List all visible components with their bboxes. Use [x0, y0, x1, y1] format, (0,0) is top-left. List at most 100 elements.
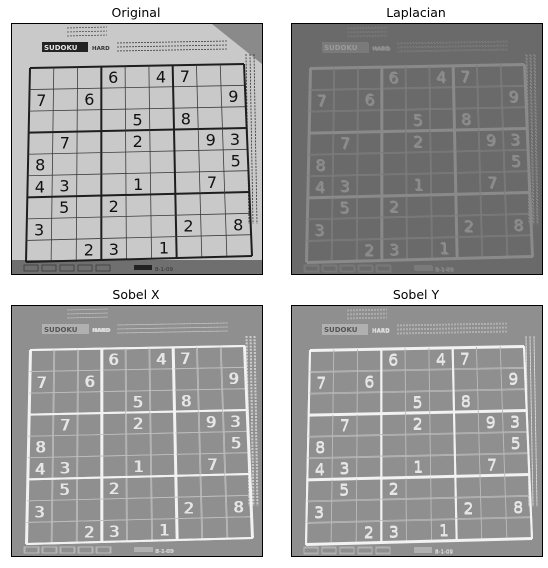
sudoku-digit: 3	[34, 502, 44, 521]
sudoku-digit: 3	[109, 522, 119, 541]
sudoku-digit: 2	[133, 132, 143, 151]
panel-title-sobel-y: Sobel Y	[392, 287, 440, 302]
sudoku-digit: 2	[109, 479, 119, 498]
side-text	[249, 335, 254, 507]
side-text	[529, 335, 534, 507]
puzzle-footer: 8-1-09	[23, 264, 173, 273]
sudoku-digit: 6	[364, 372, 374, 391]
sudoku-digit: 5	[511, 151, 521, 170]
sudoku-digit: 2	[463, 499, 473, 518]
puzzle-label: SUDOKU	[324, 326, 358, 334]
sudoku-digit: 5	[132, 111, 142, 130]
sudoku-digit: 2	[109, 197, 119, 216]
sudoku-digit: 8	[513, 497, 523, 516]
sudoku-digit: 5	[412, 111, 422, 130]
sudoku-digit: 9	[206, 412, 216, 431]
sudoku-digit: 2	[84, 523, 94, 542]
sudoku-digit: 4	[315, 459, 325, 478]
sudoku-digit: 2	[183, 499, 193, 518]
side-text	[249, 53, 254, 225]
sudoku-digit: 6	[108, 350, 118, 369]
side-text	[253, 335, 258, 507]
sudoku-digits: 6 4 77 6 95 87 2 9 38 54 3 1 75 23 2 82 3 1	[34, 349, 243, 542]
sudoku-digit: 2	[84, 241, 94, 260]
sudoku-digit: 3	[230, 412, 240, 431]
sudoku-digit: 8	[513, 215, 523, 234]
sudoku-digit: 7	[316, 373, 326, 392]
sudoku-digit: 8	[181, 392, 191, 411]
sudoku-digit: 4	[436, 349, 446, 368]
sudoku-digit: 1	[133, 175, 143, 194]
sudoku-digit: 2	[364, 241, 374, 260]
sudoku-digit: 8	[315, 438, 325, 457]
panel-title-original: Original	[111, 5, 161, 20]
puzzle-footer: 8-1-09	[23, 546, 173, 555]
sudoku-digit: 2	[133, 414, 143, 433]
sudoku-digit: 1	[159, 239, 169, 258]
sudoku-digit: 5	[339, 480, 349, 499]
sudoku-digit: 1	[159, 521, 169, 540]
puzzle-date: 8-1-09	[435, 549, 453, 555]
sudoku-digit: 8	[233, 497, 243, 516]
sudoku-digit: 3	[510, 130, 520, 149]
sudoku-digit: 8	[461, 110, 471, 129]
sudoku-digits: 6 4 77 6 95 87 2 9 38 54 3 1 75 23 2 82 3 1	[314, 67, 523, 260]
sudoku-digit: 2	[413, 132, 423, 151]
sudoku-digit: 3	[510, 412, 520, 431]
sudoku-digit: 7	[180, 349, 190, 368]
side-text	[533, 335, 538, 507]
side-text	[529, 53, 534, 225]
side-text	[253, 53, 258, 225]
sudoku-digit: 6	[364, 90, 374, 109]
sudoku-digit: 7	[60, 134, 70, 153]
sudoku-digit: 5	[59, 198, 69, 217]
sudoku-digit: 6	[84, 90, 94, 109]
sudoku-digit: 9	[486, 412, 496, 431]
puzzle-footer: 8-1-09	[303, 546, 453, 555]
sudoku-digit: 3	[230, 130, 240, 149]
sudoku-digit: 5	[339, 198, 349, 217]
panel-original: SUDOKU HARD 6 4 7 7 6 9 5 8 7 2 9 3 8 5 4 3 1 7 5 2 3 2 8 2 3 1 8-1-…	[11, 23, 263, 275]
sudoku-digit: 2	[413, 414, 423, 433]
sudoku-digit: 3	[339, 177, 349, 196]
sudoku-digit: 9	[486, 130, 496, 149]
puzzle-header: SUDOKU HARD	[322, 308, 508, 334]
sudoku-digit: 4	[156, 349, 166, 368]
puzzle-date: 8-1-09	[435, 267, 453, 273]
puzzle-header: SUDOKU HARD	[42, 26, 228, 52]
puzzle-label: SUDOKU	[44, 326, 78, 334]
puzzle-header: SUDOKU HARD	[42, 308, 228, 334]
sudoku-digit: 5	[132, 393, 142, 412]
sudoku-digit: 3	[389, 240, 399, 259]
sudoku-digit: 6	[388, 350, 398, 369]
sudoku-digit: 3	[314, 502, 324, 521]
sudoku-digit: 3	[314, 220, 324, 239]
sudoku-digit: 1	[133, 457, 143, 476]
sudoku-digit: 1	[413, 175, 423, 194]
panel-laplacian: SUDOKU HARD 6 4 7 7 6 9 5 8 7 2 9 3 8 5 4 3 1 7 5 2 3 2 8 2 3 1 8-1-…	[291, 23, 543, 275]
sudoku-digit: 7	[60, 416, 70, 435]
sudoku-digit: 9	[508, 87, 518, 106]
sudoku-digit: 5	[511, 433, 521, 452]
sudoku-digit: 8	[35, 156, 45, 175]
sudoku-digit: 7	[460, 349, 470, 368]
puzzle-date: 8-1-09	[155, 267, 173, 273]
sudoku-digit: 3	[389, 522, 399, 541]
sudoku-digit: 9	[228, 87, 238, 106]
sudoku-digit: 7	[36, 373, 46, 392]
sudoku-grid	[25, 63, 253, 263]
sudoku-digit: 5	[412, 393, 422, 412]
puzzle-label: SUDOKU	[324, 44, 358, 52]
sudoku-digit: 4	[35, 177, 45, 196]
sudoku-digit: 5	[231, 433, 241, 452]
panel-title-sobel-x: Sobel X	[112, 287, 160, 302]
sudoku-digit: 1	[413, 457, 423, 476]
sudoku-digit: 4	[35, 459, 45, 478]
sudoku-digits: 6 4 77 6 95 87 2 9 38 54 3 1 75 23 2 82 3 1	[34, 67, 243, 260]
sudoku-digit: 7	[316, 91, 326, 110]
sudoku-digit: 2	[389, 479, 399, 498]
puzzle-difficulty: HARD	[92, 46, 110, 52]
sudoku-digit: 4	[315, 177, 325, 196]
sudoku-digit: 8	[181, 110, 191, 129]
